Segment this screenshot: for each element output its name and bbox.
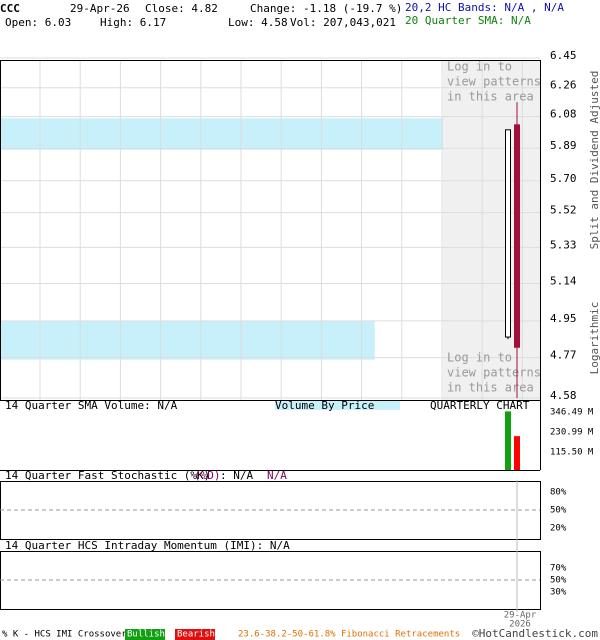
stoch-d-value: N/A xyxy=(267,469,287,482)
y-tick-label: 6.45 xyxy=(550,49,577,62)
y-tick-label: 4.58 xyxy=(550,389,577,402)
low: Low: 4.58 xyxy=(228,16,288,29)
y-tick-label: 5.70 xyxy=(550,172,577,185)
panel-frame xyxy=(0,481,541,540)
date: 29-Apr-26 xyxy=(70,2,130,15)
symbol: CCC xyxy=(0,2,20,15)
y-tick-label: 230.99 M xyxy=(550,427,594,437)
y-tick-label: 6.26 xyxy=(550,79,577,92)
patterns-area xyxy=(443,60,540,400)
panel-frame xyxy=(0,551,541,610)
y-tick-label: 70% xyxy=(550,564,567,574)
axis-label: Split and Dividend Adjusted xyxy=(588,71,600,250)
close: Close: 4.82 xyxy=(145,2,218,15)
volume-by-price-band xyxy=(0,320,375,360)
y-tick-label: 20% xyxy=(550,524,567,534)
y-tick-label: 80% xyxy=(550,488,567,498)
y-tick-label: 5.52 xyxy=(550,204,577,217)
axis-label: Logarithmic xyxy=(588,302,600,375)
patterns-text: view patterns xyxy=(447,366,541,380)
open: Open: 6.03 xyxy=(5,16,71,29)
y-tick-label: 4.77 xyxy=(550,349,577,362)
patterns-text: Log in to xyxy=(447,351,512,365)
y-tick-label: 30% xyxy=(550,588,567,598)
bearish-box xyxy=(175,629,215,640)
patterns-text: Log in to xyxy=(447,60,512,74)
bands: 20,2 HC Bands: N/A , N/A xyxy=(405,1,564,14)
x-tick-label: 29-Apr xyxy=(504,611,537,621)
candle-body xyxy=(514,124,520,348)
candle-body xyxy=(505,129,511,338)
volume-title: 14 Quarter SMA Volume: N/A xyxy=(5,399,178,412)
change: Change: -1.18 (-19.7 %) xyxy=(250,2,402,15)
y-tick-label: 5.14 xyxy=(550,274,577,287)
vbp-title-bg xyxy=(275,401,400,410)
bullish: Bullish xyxy=(127,630,165,640)
volume-bar xyxy=(514,436,520,470)
y-tick-label: 346.49 M xyxy=(550,407,594,417)
high: High: 6.17 xyxy=(100,16,166,29)
patterns-text: in this area xyxy=(447,90,534,104)
y-tick-label: 4.95 xyxy=(550,312,577,325)
patterns-text: in this area xyxy=(447,381,534,395)
chart-label: QUARTERLY CHART xyxy=(430,399,530,412)
sma: 20 Quarter SMA: N/A xyxy=(405,14,531,27)
main-frame xyxy=(0,60,541,401)
volume: Vol: 207,043,021 xyxy=(290,16,396,29)
x-year-label: 2026 xyxy=(509,620,531,630)
patterns-text: view patterns xyxy=(447,75,541,89)
stoch-title: 14 Quarter Fast Stochastic (%K) xyxy=(5,469,210,482)
y-tick-label: 115.50 M xyxy=(550,447,594,457)
stoch-d: (%D) xyxy=(194,469,221,482)
bearish: Bearish xyxy=(177,630,215,640)
y-tick-label: 6.08 xyxy=(550,108,577,121)
volume-bar xyxy=(505,411,511,470)
y-tick-label: 5.89 xyxy=(550,139,577,152)
bullish-box xyxy=(125,629,165,640)
copyright: ©HotCandlestick.com xyxy=(472,627,598,640)
crossover: % K - HCS IMI Crossover, xyxy=(2,630,132,640)
vbp-title: Volume By Price xyxy=(275,399,374,412)
y-tick-label: 5.33 xyxy=(550,238,577,251)
y-tick-label: 50% xyxy=(550,506,567,516)
stoch-k-value: : N/A xyxy=(220,469,253,482)
imi-title: 14 Quarter HCS Intraday Momentum (IMI): … xyxy=(5,539,290,552)
y-tick-label: 50% xyxy=(550,576,567,586)
fibonacci: 23.6-38.2-50-61.8% Fibonacci Retracement… xyxy=(238,630,460,640)
